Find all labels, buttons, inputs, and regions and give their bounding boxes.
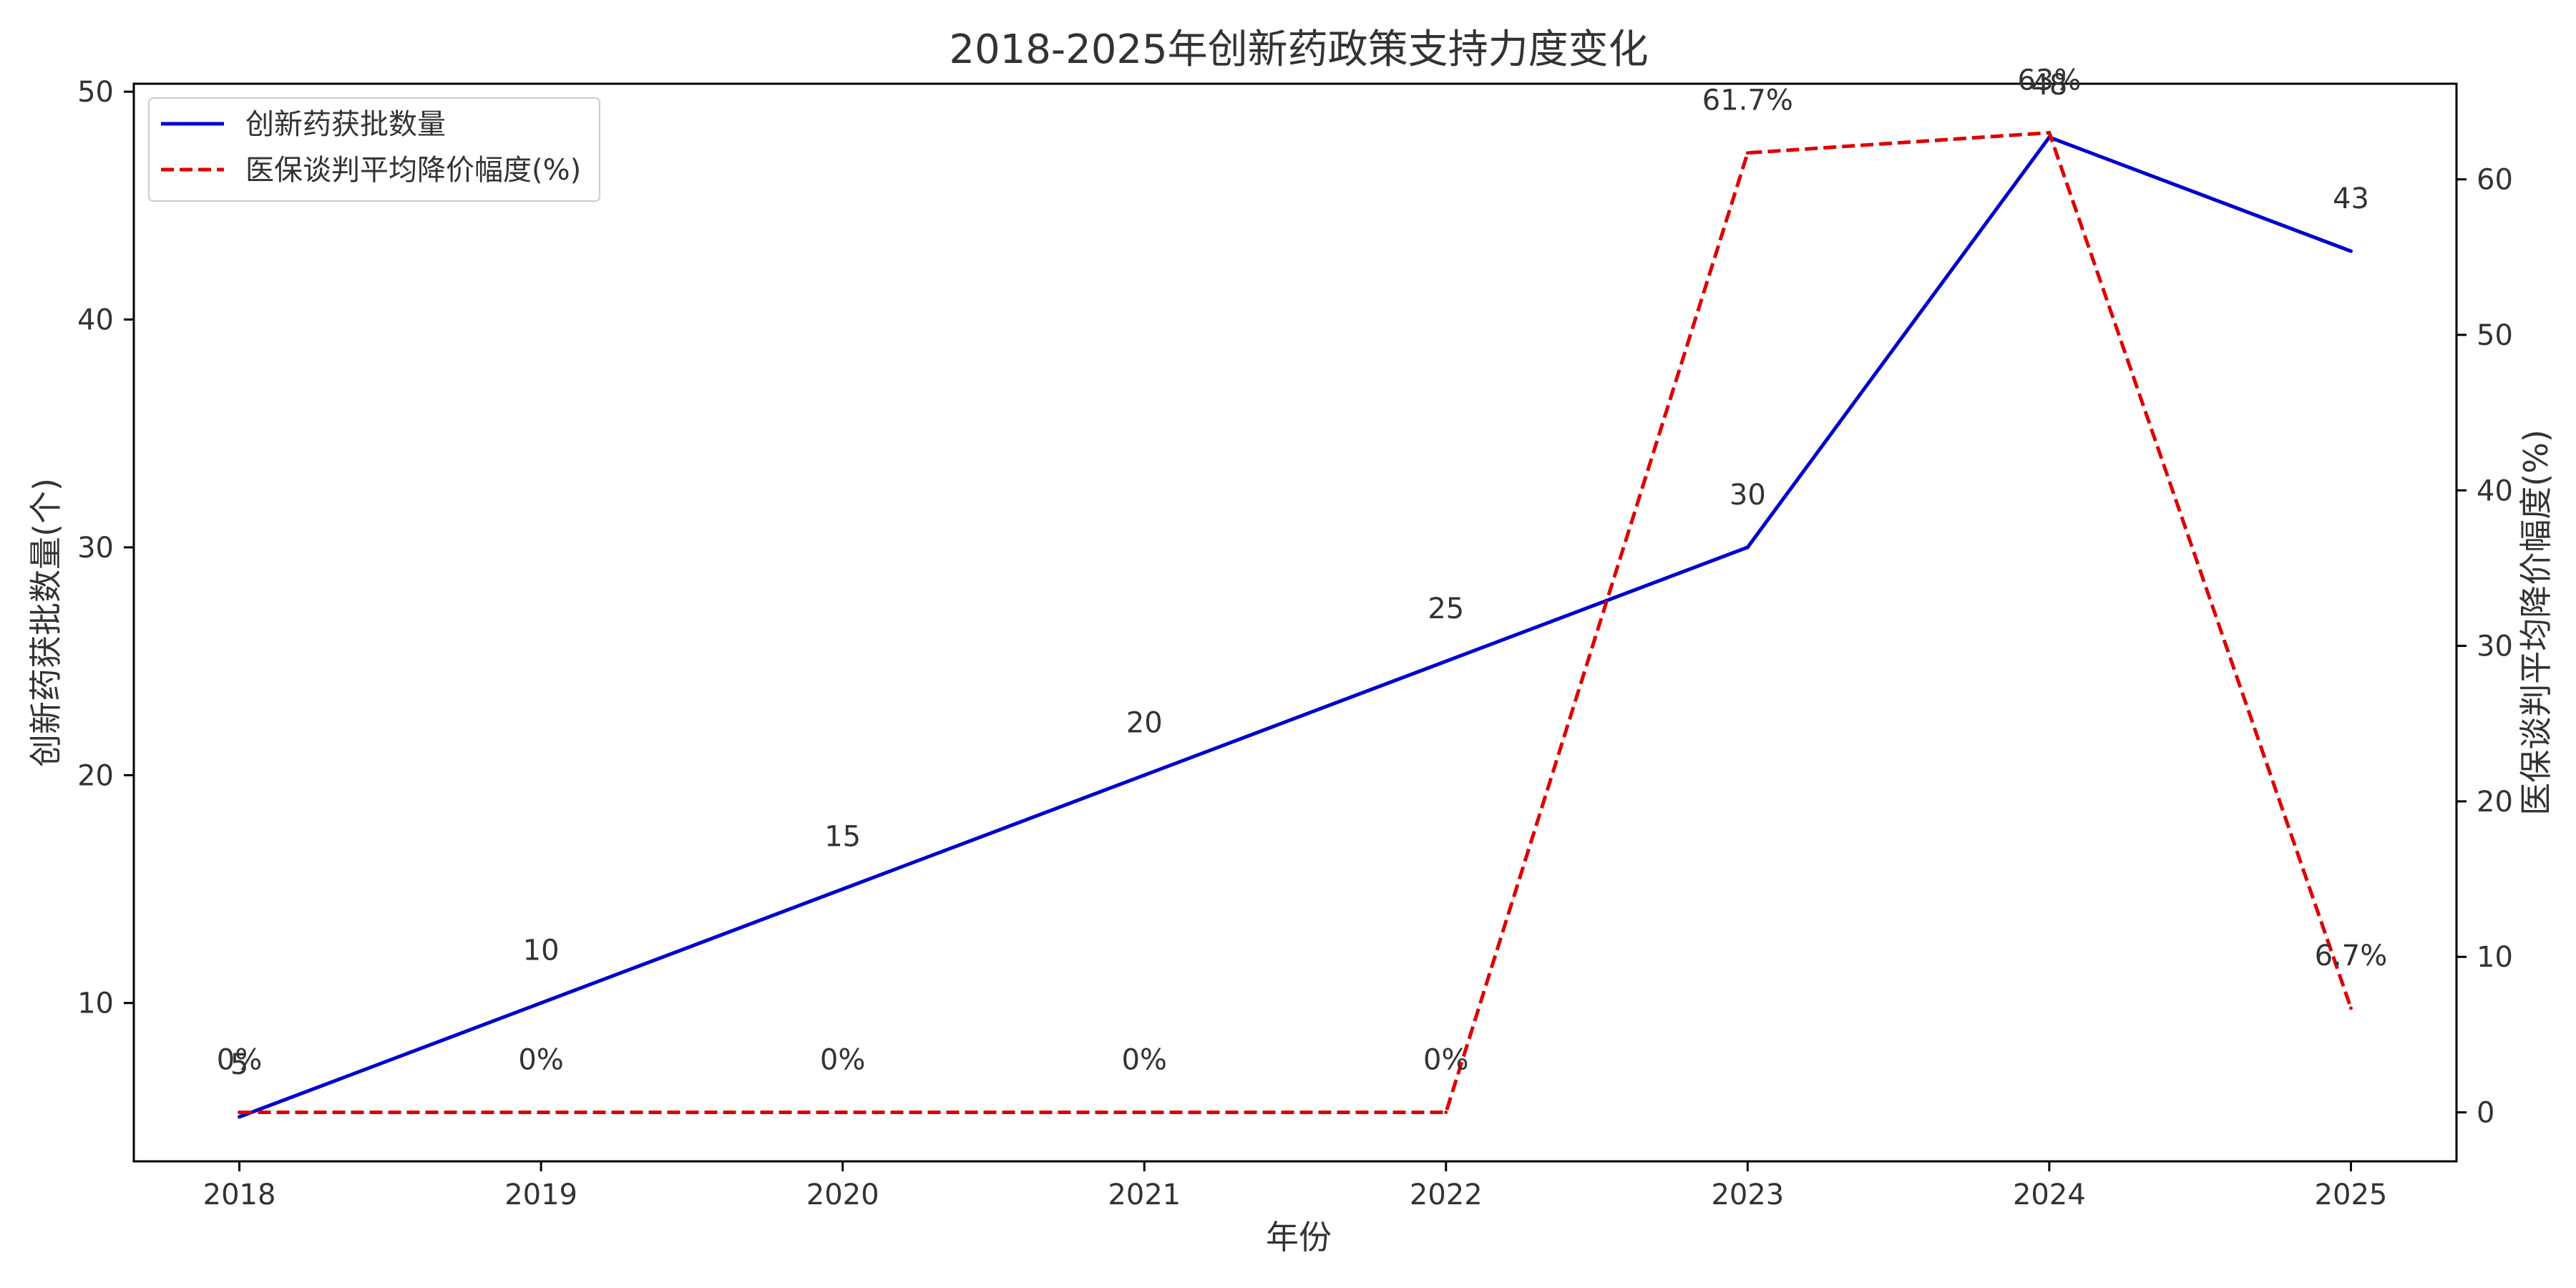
series-2-point — [238, 1111, 242, 1115]
plot-frame — [132, 82, 2458, 1163]
data-label-series-1: 25 — [1428, 592, 1464, 625]
series-2-point — [1444, 1111, 1448, 1115]
data-label-series-1: 20 — [1126, 706, 1163, 739]
data-label-series-1: 10 — [523, 935, 560, 967]
left-y-tick-label: 30 — [77, 532, 114, 565]
left-y-tick-label: 10 — [77, 987, 114, 1020]
x-tick-label: 2018 — [203, 1179, 276, 1211]
right-y-tick-label: 20 — [2477, 786, 2513, 819]
x-tick-label: 2020 — [806, 1179, 879, 1211]
x-axis-title: 年份 — [1266, 1218, 1332, 1257]
series-1-point — [1745, 545, 1750, 550]
x-tick-label: 2021 — [1108, 1179, 1181, 1211]
series-2-point — [2047, 130, 2051, 135]
left-y-axis-title: 创新药获批数量(个) — [26, 478, 65, 767]
data-label-series-2: 0% — [1121, 1044, 1166, 1077]
data-label-series-2: 0% — [217, 1044, 262, 1077]
series-1-point — [539, 1001, 543, 1005]
series-1-point — [238, 1115, 242, 1119]
series-1-point — [2348, 249, 2353, 253]
data-label-series-1: 15 — [824, 821, 861, 854]
data-label-series-2: 0% — [518, 1044, 563, 1077]
x-tick-label: 2022 — [1410, 1179, 1483, 1211]
right-y-axis-title: 医保谈判平均降价幅度(%) — [2517, 429, 2555, 816]
left-y-tick-label: 50 — [77, 76, 114, 109]
series-line-1 — [238, 135, 2352, 1119]
series-1-point — [1142, 773, 1146, 777]
legend-label-2: 医保谈判平均降价幅度(%) — [245, 154, 581, 187]
data-label-series-1: 48 — [2031, 69, 2067, 102]
legend-box — [148, 97, 600, 202]
right-y-tick-label: 10 — [2477, 941, 2513, 974]
right-y-tick-label: 60 — [2477, 164, 2513, 197]
data-label-series-1: 30 — [1729, 479, 1766, 512]
series-1-point — [841, 887, 845, 892]
data-label-series-2: 6.7% — [2315, 940, 2388, 972]
x-tick-label: 2023 — [1711, 1179, 1784, 1211]
right-y-tick-label: 0 — [2477, 1097, 2494, 1130]
x-tick-label: 2024 — [2013, 1179, 2086, 1211]
data-label-series-1: 43 — [2333, 182, 2369, 215]
data-label-series-1: 5 — [230, 1048, 248, 1081]
series-2-point — [841, 1111, 845, 1115]
series-1-point — [1444, 659, 1448, 663]
series-line-2 — [239, 130, 2353, 1114]
left-y-tick-label: 20 — [77, 759, 114, 792]
data-label-series-2: 61.7% — [1702, 84, 1793, 117]
x-tick-label: 2019 — [504, 1179, 577, 1211]
right-y-tick-label: 30 — [2477, 630, 2513, 663]
plot-area: 2018 2019 2020 2021 2022 2023 2024 202510203040… — [77, 64, 2513, 1211]
right-y-tick-label: 40 — [2477, 474, 2513, 507]
data-label-series-2: 0% — [1423, 1044, 1468, 1077]
data-label-series-2: 0% — [820, 1044, 865, 1077]
series-2-point — [2348, 1006, 2353, 1010]
series-2-point — [539, 1111, 543, 1115]
data-label-series-2: 63% — [2017, 64, 2081, 97]
x-tick-label: 2025 — [2315, 1179, 2388, 1211]
left-y-tick-label: 40 — [77, 304, 114, 337]
chart-title: 2018-2025年创新药政策支持力度变化 — [949, 26, 1648, 73]
legend-label-1: 创新药获批数量 — [245, 108, 446, 141]
series-2-point — [1142, 1111, 1146, 1115]
series-2-point — [1745, 151, 1750, 155]
right-y-tick-label: 50 — [2477, 319, 2513, 352]
